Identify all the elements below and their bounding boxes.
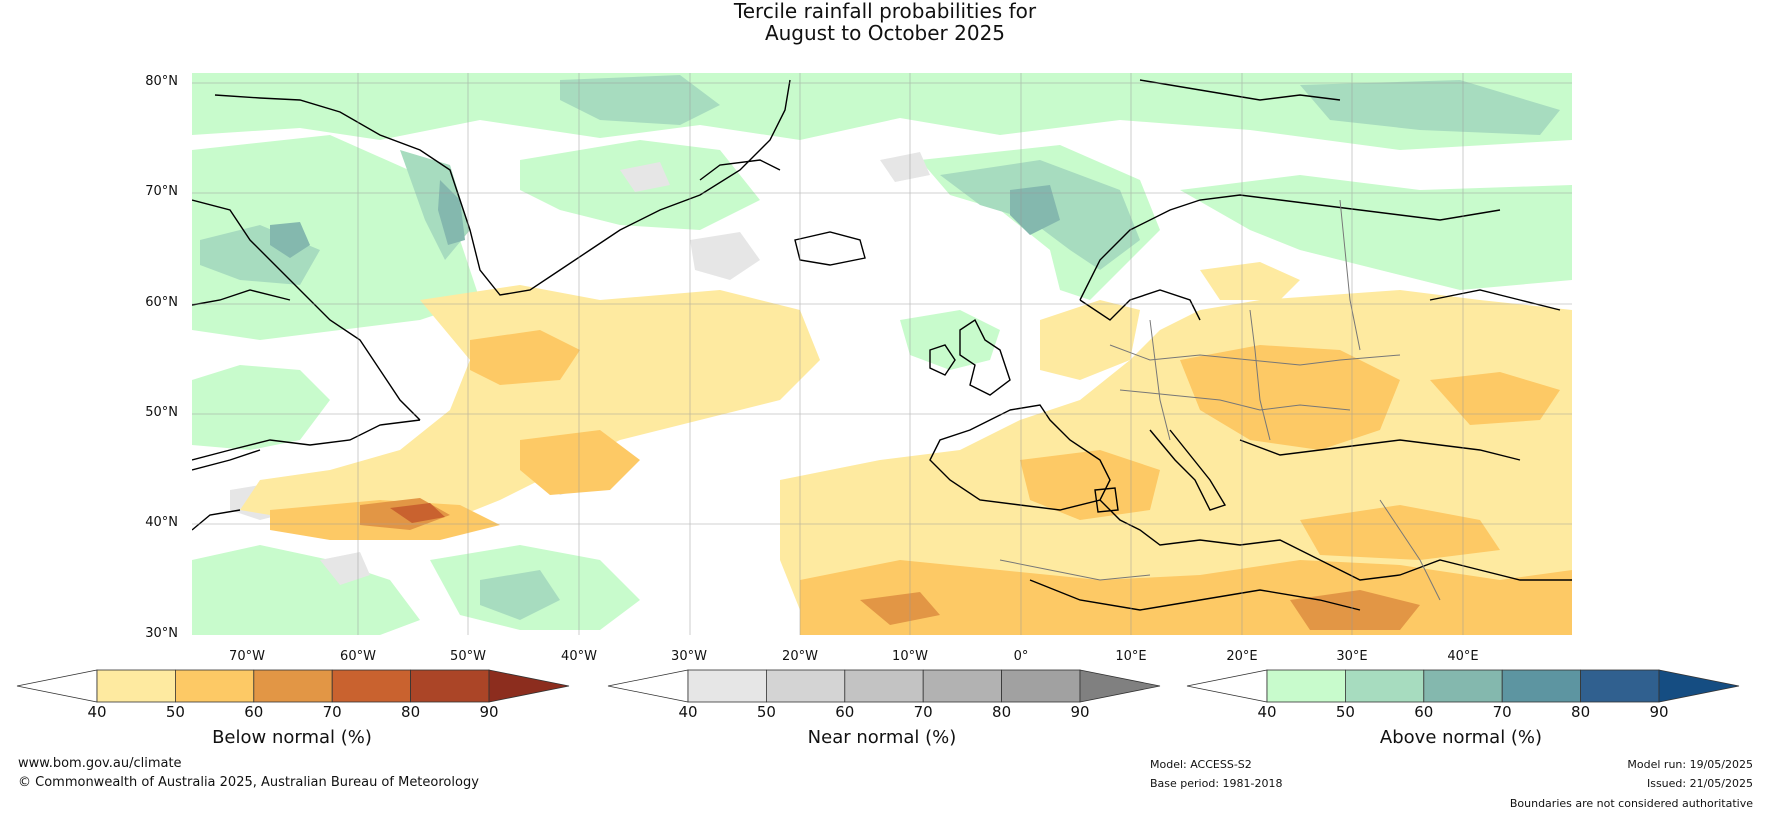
colorbar-above-normal-low-extend [1186, 669, 1268, 703]
colorbar-below-normal-tick: 80 [401, 703, 421, 721]
colorbar-below-normal-segment [96, 669, 176, 703]
country-borders [999, 199, 1441, 601]
lon-label-30e: 30°E [1336, 649, 1368, 664]
lon-label-40w: 40°W [561, 649, 597, 664]
colorbar-below-normal-low-extend [16, 669, 98, 703]
lon-label-40e: 40°E [1447, 649, 1479, 664]
colorbar-below-normal-segment [410, 669, 490, 703]
colorbar-near-normal-segment [1001, 669, 1081, 703]
colorbar-near-normal-tick: 70 [913, 703, 933, 721]
colorbar-near-normal-segment [922, 669, 1003, 703]
footer-issued: Issued: 21/05/2025 [1646, 777, 1753, 790]
colorbar-below-normal-tick: 70 [322, 703, 342, 721]
colorbar-above-normal-segment [1501, 669, 1581, 703]
colorbar-above-normal-title: Above normal (%) [1379, 727, 1543, 748]
colorbar-near-normal-tick: 80 [992, 703, 1012, 721]
colorbar-below-normal-segment [331, 669, 412, 703]
lon-label-60w: 60°W [340, 649, 376, 664]
colorbar-below-normal-segment [174, 669, 255, 703]
lat-label-60n: 60°N [145, 295, 178, 310]
footer-base-period: Base period: 1981-2018 [1150, 777, 1283, 790]
lon-label-50w: 50°W [450, 649, 486, 664]
lon-label-20e: 20°E [1226, 649, 1258, 664]
colorbar-below-normal [16, 669, 570, 703]
lat-label-50n: 50°N [145, 405, 178, 420]
footer-disclaimer: Boundaries are not considered authoritat… [1509, 797, 1753, 810]
colorbar-below-normal-high-extend [488, 669, 570, 703]
lon-label-30w: 30°W [671, 649, 707, 664]
lat-label-80n: 80°N [145, 74, 178, 89]
colorbar-below-normal-tick: 40 [87, 703, 107, 721]
footer-website: www.bom.gov.au/climate [18, 756, 182, 771]
colorbar-above-normal-tick: 70 [1492, 703, 1512, 721]
coastlines [192, 79, 1572, 611]
colorbar-above-normal-tick: 90 [1649, 703, 1669, 721]
colorbar-below-normal-tick: 90 [479, 703, 499, 721]
lon-label-10e: 10°E [1115, 649, 1147, 664]
colorbar-near-normal-segment [844, 669, 924, 703]
colorbar-above-normal-tick: 50 [1335, 703, 1355, 721]
lon-label-70w: 70°W [229, 649, 265, 664]
colorbar-below-normal-title: Below normal (%) [212, 727, 372, 748]
footer-model: Model: ACCESS-S2 [1150, 758, 1252, 771]
colorbar-above-normal-segment [1423, 669, 1503, 703]
colorbar-above-normal-segment [1580, 669, 1660, 703]
colorbar-near-normal-low-extend [607, 669, 689, 703]
lat-label-30n: 30°N [145, 626, 178, 641]
footer-model-run: Model run: 19/05/2025 [1627, 758, 1753, 771]
colorbars [16, 669, 1740, 703]
colorbar-near-normal-segment [687, 669, 767, 703]
lon-label-0: 0° [1013, 649, 1029, 664]
colorbar-near-normal-title: Near normal (%) [807, 727, 957, 748]
colorbar-near-normal-tick: 90 [1070, 703, 1090, 721]
lat-label-40n: 40°N [145, 515, 178, 530]
colorbar-below-normal-tick: 50 [165, 703, 185, 721]
colorbar-above-normal-segment [1345, 669, 1425, 703]
lon-label-20w: 20°W [782, 649, 818, 664]
lon-label-10w: 10°W [892, 649, 928, 664]
colorbar-near-normal-high-extend [1079, 669, 1161, 703]
colorbar-near-normal [607, 669, 1161, 703]
map-title-line2: August to October 2025 [764, 21, 1006, 45]
colorbar-below-normal-segment [253, 669, 333, 703]
colorbar-above-normal-segment [1266, 669, 1346, 703]
lat-label-70n: 70°N [145, 184, 178, 199]
graticule [192, 73, 1572, 635]
colorbar-above-normal-high-extend [1658, 669, 1740, 703]
colorbar-near-normal-tick: 40 [678, 703, 698, 721]
colorbar-near-normal-tick: 50 [756, 703, 776, 721]
colorbar-above-normal-tick: 40 [1257, 703, 1277, 721]
colorbar-above-normal [1186, 669, 1740, 703]
map-title-line1: Tercile rainfall probabilities for [733, 0, 1037, 23]
colorbar-below-normal-tick: 60 [244, 703, 264, 721]
above-normal-60-regions [270, 180, 1060, 258]
colorbar-above-normal-tick: 80 [1571, 703, 1591, 721]
below-normal-70-regions [390, 503, 445, 523]
colorbar-near-normal-tick: 60 [835, 703, 855, 721]
colorbar-above-normal-tick: 60 [1414, 703, 1434, 721]
colorbar-near-normal-segment [766, 669, 846, 703]
footer-copyright: © Commonwealth of Australia 2025, Austra… [18, 775, 479, 790]
map-panel [192, 73, 1572, 635]
